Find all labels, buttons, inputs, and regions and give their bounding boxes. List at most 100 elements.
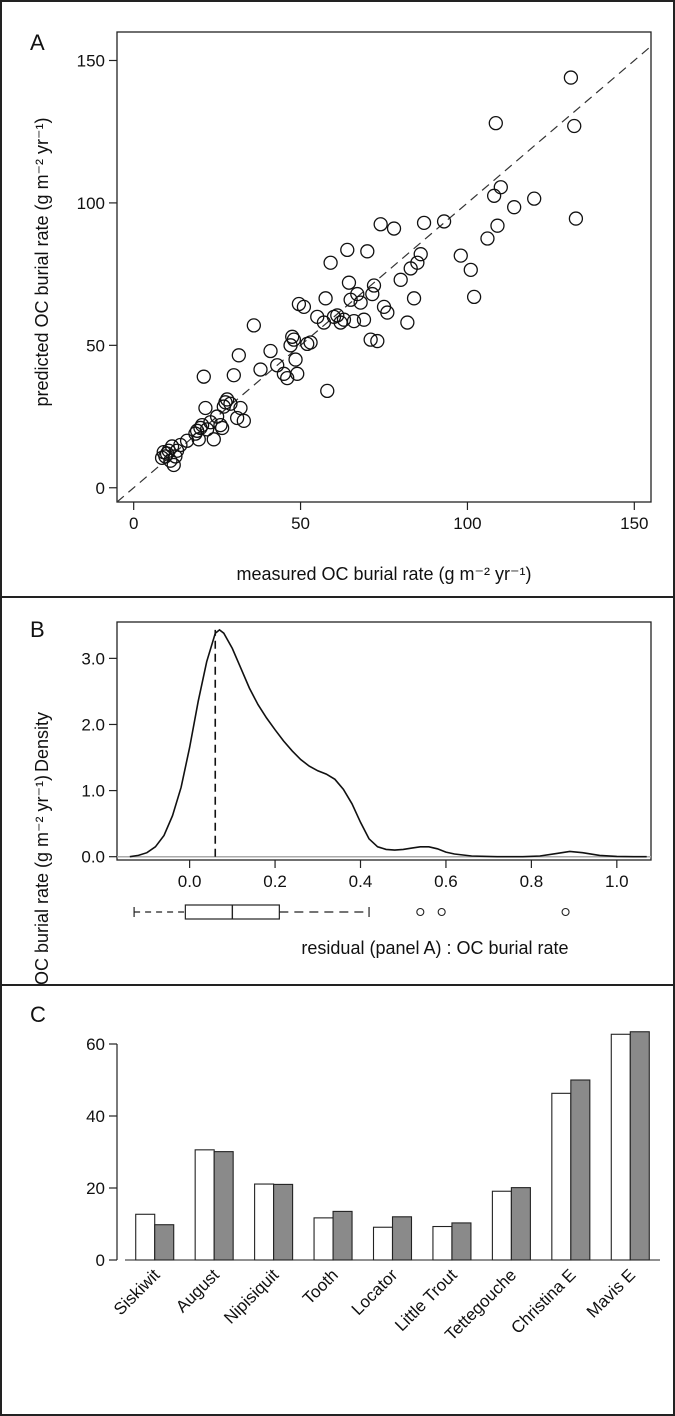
data-point — [336, 312, 352, 327]
panel-b-x-label: residual (panel A) : OC burial rate — [301, 938, 568, 958]
y-tick-label: 3.0 — [81, 649, 105, 668]
data-point — [568, 211, 584, 226]
data-point — [276, 366, 292, 381]
data-point — [488, 116, 503, 131]
panel-c-y-label: OC burial rate (g m⁻² yr⁻¹) — [32, 775, 52, 985]
data-point — [166, 457, 181, 473]
data-point — [490, 218, 505, 233]
outlier-point — [437, 907, 446, 917]
data-point — [567, 118, 582, 134]
outlier-point — [561, 907, 570, 917]
y-tick-label: 50 — [86, 336, 105, 355]
data-point — [365, 286, 380, 302]
data-point — [303, 335, 318, 350]
bar — [610, 1033, 631, 1261]
panel-b: B 0.0 0.2 0.4 0.6 0.8 1.0 0.0 1.0 2.0 3.0 residu… — [30, 617, 652, 958]
panel-b-x-axis: 0.0 0.2 0.4 0.6 0.8 1.0 — [178, 860, 629, 891]
data-point — [323, 255, 338, 270]
data-point — [320, 383, 335, 399]
y-tick-label: 60 — [86, 1035, 105, 1054]
data-point — [346, 313, 362, 329]
data-point — [393, 272, 408, 287]
data-point — [386, 221, 402, 236]
data-point — [370, 333, 385, 349]
data-point — [253, 362, 268, 377]
panel-b-y-axis: 0.0 1.0 2.0 3.0 — [81, 649, 117, 867]
data-point — [179, 433, 195, 448]
data-point — [246, 318, 261, 333]
y-tick-label: 20 — [86, 1179, 105, 1198]
x-tick-label: 1.0 — [605, 872, 629, 891]
bar — [570, 1079, 591, 1261]
data-point — [353, 295, 368, 310]
data-point — [223, 396, 238, 411]
data-point — [199, 422, 215, 437]
data-point — [350, 286, 365, 302]
data-point — [191, 432, 206, 447]
panel-b-y-label: Density — [32, 712, 52, 772]
bar — [213, 1151, 234, 1261]
data-point — [194, 417, 210, 433]
bar — [313, 1217, 334, 1261]
bar — [332, 1210, 353, 1261]
data-point — [486, 188, 502, 203]
category-label: August — [172, 1265, 223, 1316]
data-point — [493, 180, 508, 195]
y-tick-label: 2.0 — [81, 715, 105, 734]
bar — [254, 1183, 275, 1261]
bar — [154, 1224, 175, 1261]
bar — [629, 1031, 650, 1261]
bar — [273, 1183, 294, 1261]
bar — [510, 1187, 531, 1261]
data-point — [226, 368, 241, 383]
data-point — [219, 392, 235, 407]
panel-a-x-axis: 0 50 100 150 — [129, 502, 649, 533]
data-point — [288, 352, 303, 367]
panel-b-density-curve — [129, 628, 647, 858]
panel-a-one-to-one-line — [116, 45, 652, 503]
panel-a-y-label: predicted OC burial rate (g m⁻² yr⁻¹) — [32, 117, 52, 406]
data-point — [159, 446, 175, 461]
y-tick-label: 150 — [77, 51, 105, 70]
bar — [491, 1190, 512, 1261]
data-point — [231, 348, 246, 363]
panel-b-plot-frame — [116, 621, 652, 861]
panel-a-x-label: measured OC burial rate (g m⁻² yr⁻¹) — [236, 564, 531, 584]
data-point — [416, 215, 432, 230]
data-point — [214, 420, 230, 436]
data-point — [480, 231, 495, 246]
data-point — [198, 400, 213, 416]
data-point — [206, 432, 221, 447]
data-point — [436, 214, 452, 229]
data-point — [285, 329, 300, 344]
data-point — [360, 244, 375, 259]
data-point — [410, 255, 425, 270]
panel-c-bars — [135, 1031, 650, 1261]
bar — [372, 1226, 394, 1261]
outlier-point — [416, 907, 425, 917]
data-point — [296, 299, 312, 315]
y-tick-label: 100 — [77, 194, 105, 213]
category-label: Nipisiquit — [220, 1265, 282, 1327]
data-point — [453, 248, 468, 263]
data-point — [363, 332, 378, 347]
data-point — [380, 305, 395, 320]
category-label: Mavis E — [583, 1265, 639, 1321]
data-point — [340, 242, 355, 258]
data-point — [463, 262, 478, 277]
data-point — [229, 410, 245, 426]
y-tick-label: 1.0 — [81, 782, 105, 801]
x-tick-label: 150 — [620, 514, 648, 533]
y-tick-label: 40 — [86, 1107, 105, 1126]
data-point — [263, 343, 278, 359]
panel-c-label: C — [30, 1002, 46, 1027]
data-point — [318, 291, 333, 306]
bar — [391, 1216, 413, 1261]
data-point — [290, 366, 305, 381]
x-tick-label: 0.2 — [263, 872, 287, 891]
bar — [551, 1092, 572, 1261]
bar — [432, 1225, 453, 1261]
data-point — [356, 312, 372, 327]
panel-a-points — [154, 70, 584, 473]
